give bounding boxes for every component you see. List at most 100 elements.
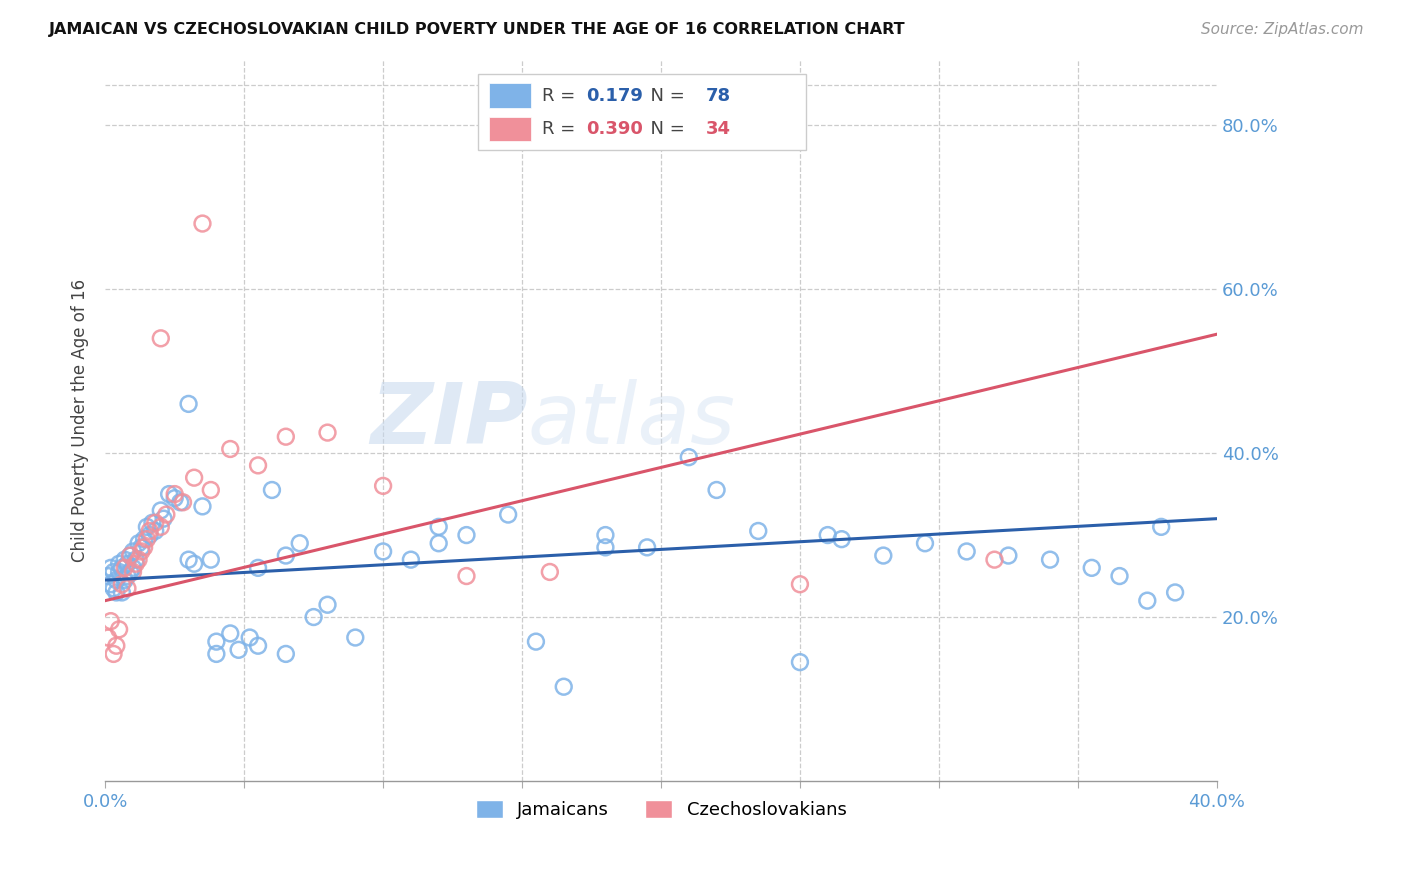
Text: N =: N =: [638, 120, 690, 138]
Jamaicans: [1136, 593, 1159, 607]
Czechoslovakians: [97, 631, 120, 645]
Jamaicans: [817, 528, 839, 542]
Text: JAMAICAN VS CZECHOSLOVAKIAN CHILD POVERTY UNDER THE AGE OF 16 CORRELATION CHART: JAMAICAN VS CZECHOSLOVAKIAN CHILD POVERT…: [49, 22, 905, 37]
Czechoslovakians: [117, 582, 139, 596]
Czechoslovakians: [108, 623, 131, 637]
Czechoslovakians: [135, 532, 157, 546]
Jamaicans: [205, 647, 228, 661]
FancyBboxPatch shape: [478, 74, 806, 150]
Czechoslovakians: [134, 541, 156, 555]
Text: R =: R =: [543, 87, 581, 104]
Jamaicans: [239, 631, 262, 645]
Text: ZIP: ZIP: [370, 379, 527, 462]
Text: N =: N =: [638, 87, 690, 104]
Czechoslovakians: [111, 577, 134, 591]
Jamaicans: [200, 552, 222, 566]
Jamaicans: [131, 541, 153, 555]
Jamaicans: [122, 544, 145, 558]
Jamaicans: [120, 565, 142, 579]
Jamaicans: [914, 536, 936, 550]
Jamaicans: [789, 655, 811, 669]
Czechoslovakians: [125, 557, 148, 571]
Jamaicans: [111, 585, 134, 599]
Jamaicans: [872, 549, 894, 563]
Jamaicans: [135, 520, 157, 534]
Jamaicans: [595, 528, 617, 542]
Jamaicans: [344, 631, 367, 645]
Jamaicans: [831, 532, 853, 546]
Jamaicans: [191, 500, 214, 514]
Czechoslovakians: [172, 495, 194, 509]
Jamaicans: [183, 557, 205, 571]
Legend: Jamaicans, Czechoslovakians: Jamaicans, Czechoslovakians: [468, 792, 853, 826]
Czechoslovakians: [247, 458, 270, 473]
Jamaicans: [100, 561, 122, 575]
Jamaicans: [152, 511, 174, 525]
Jamaicans: [114, 573, 136, 587]
Jamaicans: [427, 536, 450, 550]
Jamaicans: [108, 565, 131, 579]
Jamaicans: [747, 524, 769, 538]
Czechoslovakians: [456, 569, 478, 583]
Jamaicans: [1080, 561, 1102, 575]
Jamaicans: [302, 610, 325, 624]
Jamaicans: [114, 552, 136, 566]
Jamaicans: [205, 634, 228, 648]
Jamaicans: [706, 483, 728, 497]
Czechoslovakians: [219, 442, 242, 456]
Jamaicans: [260, 483, 283, 497]
Jamaicans: [128, 536, 150, 550]
Jamaicans: [120, 549, 142, 563]
Jamaicans: [105, 585, 128, 599]
Text: atlas: atlas: [527, 379, 735, 462]
Text: 0.390: 0.390: [586, 120, 644, 138]
Jamaicans: [274, 647, 297, 661]
Jamaicans: [1108, 569, 1130, 583]
Jamaicans: [1039, 552, 1062, 566]
Jamaicans: [143, 524, 166, 538]
Czechoslovakians: [200, 483, 222, 497]
Jamaicans: [163, 491, 186, 505]
Jamaicans: [117, 557, 139, 571]
Jamaicans: [247, 639, 270, 653]
Jamaicans: [316, 598, 339, 612]
Jamaicans: [956, 544, 979, 558]
Jamaicans: [1150, 520, 1173, 534]
Jamaicans: [149, 503, 172, 517]
Jamaicans: [228, 643, 250, 657]
Czechoslovakians: [191, 217, 214, 231]
Czechoslovakians: [143, 516, 166, 530]
Jamaicans: [177, 397, 200, 411]
Jamaicans: [524, 634, 547, 648]
Jamaicans: [288, 536, 311, 550]
Text: R =: R =: [543, 120, 581, 138]
Czechoslovakians: [155, 508, 177, 522]
Czechoslovakians: [983, 552, 1005, 566]
Czechoslovakians: [103, 647, 125, 661]
Jamaicans: [169, 495, 191, 509]
Czechoslovakians: [163, 487, 186, 501]
Czechoslovakians: [538, 565, 561, 579]
Jamaicans: [103, 582, 125, 596]
Czechoslovakians: [128, 552, 150, 566]
Jamaicans: [157, 487, 180, 501]
Jamaicans: [427, 520, 450, 534]
Jamaicans: [399, 552, 422, 566]
Czechoslovakians: [789, 577, 811, 591]
Czechoslovakians: [149, 331, 172, 345]
Czechoslovakians: [183, 471, 205, 485]
Jamaicans: [134, 532, 156, 546]
Jamaicans: [103, 565, 125, 579]
Text: 0.179: 0.179: [586, 87, 644, 104]
Jamaicans: [274, 549, 297, 563]
Jamaicans: [456, 528, 478, 542]
Czechoslovakians: [105, 639, 128, 653]
Czechoslovakians: [120, 549, 142, 563]
Jamaicans: [636, 541, 658, 555]
Jamaicans: [97, 569, 120, 583]
Jamaicans: [125, 552, 148, 566]
Czechoslovakians: [100, 614, 122, 628]
Jamaicans: [219, 626, 242, 640]
Jamaicans: [678, 450, 700, 465]
Jamaicans: [141, 516, 163, 530]
